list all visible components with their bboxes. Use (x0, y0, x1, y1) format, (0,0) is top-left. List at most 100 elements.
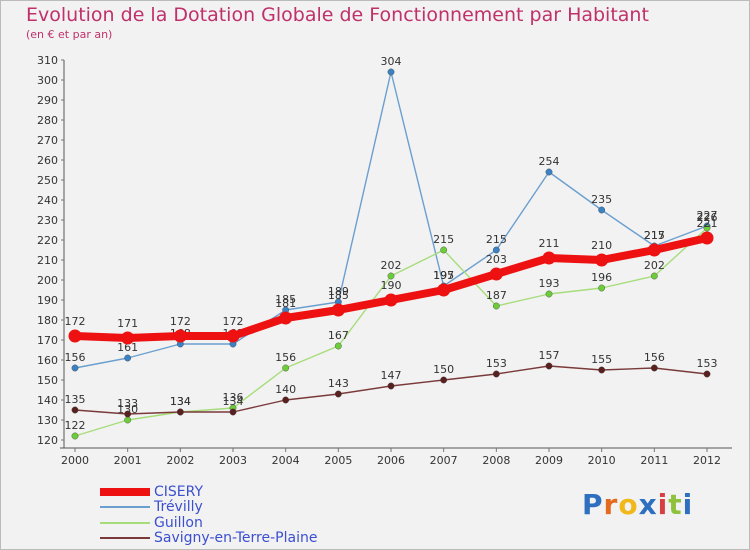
data-label-savigny-en-terre-plaine: 143 (328, 377, 349, 390)
x-tick-label: 2000 (61, 454, 89, 467)
data-point-savigny-en-terre-plaine (492, 370, 500, 378)
data-point-cisery (595, 253, 609, 267)
data-point-savigny-en-terre-plaine (387, 382, 395, 390)
data-point-tr-villy (598, 206, 606, 214)
y-tick-label: 290 (37, 94, 58, 107)
data-label-guillon: 226 (697, 211, 718, 224)
chart-title: Evolution de la Dotation Globale de Fonc… (26, 4, 649, 26)
data-label-savigny-en-terre-plaine: 140 (275, 383, 296, 396)
data-point-cisery (226, 329, 240, 343)
data-label-tr-villy: 304 (381, 55, 402, 68)
legend-label-guillon: Guillon (154, 515, 203, 531)
data-label-cisery: 190 (381, 279, 402, 292)
data-label-tr-villy: 189 (328, 285, 349, 298)
data-point-cisery (68, 329, 82, 343)
y-tick-label: 220 (37, 234, 58, 247)
legend-item-savigny: Savigny-en-Terre-Plaine (100, 530, 317, 546)
legend-label-trevilly: Trévilly (154, 499, 203, 515)
y-tick-label: 230 (37, 214, 58, 227)
chart-subtitle: (en € et par an) (26, 28, 113, 41)
y-tick-label: 120 (37, 434, 58, 447)
data-label-guillon: 130 (117, 403, 138, 416)
data-point-guillon (492, 302, 500, 310)
y-tick-label: 280 (37, 114, 58, 127)
data-label-guillon: 136 (223, 391, 244, 404)
data-label-savigny-en-terre-plaine: 134 (170, 395, 191, 408)
data-label-tr-villy: 215 (486, 233, 507, 246)
data-label-cisery: 210 (591, 239, 612, 252)
data-point-guillon (545, 290, 553, 298)
data-label-guillon: 122 (65, 419, 86, 432)
data-label-cisery: 172 (65, 315, 86, 328)
data-label-guillon: 202 (644, 259, 665, 272)
data-point-savigny-en-terre-plaine (124, 410, 132, 418)
data-label-cisery: 172 (170, 315, 191, 328)
data-point-savigny-en-terre-plaine (545, 362, 553, 370)
y-tick-label: 140 (37, 394, 58, 407)
x-tick-label: 2010 (588, 454, 616, 467)
y-tick-label: 240 (37, 194, 58, 207)
data-point-savigny-en-terre-plaine (176, 408, 184, 416)
data-point-tr-villy (545, 168, 553, 176)
data-point-cisery (384, 293, 398, 307)
legend-item-cisery: CISERY (100, 484, 203, 500)
data-point-guillon (282, 364, 290, 372)
data-label-cisery: 211 (539, 237, 560, 250)
data-label-tr-villy: 161 (117, 341, 138, 354)
x-tick-label: 2003 (219, 454, 247, 467)
y-tick-label: 210 (37, 254, 58, 267)
data-label-guillon: 202 (381, 259, 402, 272)
data-label-tr-villy: 217 (644, 229, 665, 242)
legend-swatch-cisery (100, 488, 150, 496)
data-point-savigny-en-terre-plaine (71, 406, 79, 414)
data-point-guillon (440, 246, 448, 254)
data-point-cisery (700, 231, 714, 245)
legend-item-trevilly: Trévilly (100, 499, 203, 515)
data-point-guillon (124, 416, 132, 424)
data-point-guillon (650, 272, 658, 280)
data-label-cisery: 172 (223, 315, 244, 328)
logo-letter: i (682, 488, 694, 521)
data-point-guillon (71, 432, 79, 440)
data-point-cisery (121, 331, 135, 345)
logo-letter: i (657, 488, 669, 521)
data-label-savigny-en-terre-plaine: 147 (381, 369, 402, 382)
logo-letter: o (618, 488, 639, 521)
legend-item-guillon: Guillon (100, 515, 203, 531)
y-tick-label: 190 (37, 294, 58, 307)
data-point-savigny-en-terre-plaine (650, 364, 658, 372)
x-tick-label: 2004 (272, 454, 300, 467)
data-point-savigny-en-terre-plaine (440, 376, 448, 384)
data-point-cisery (173, 329, 187, 343)
data-label-cisery: 171 (117, 317, 138, 330)
legend-swatch-savigny (100, 537, 150, 539)
data-point-tr-villy (492, 246, 500, 254)
data-point-savigny-en-terre-plaine (282, 396, 290, 404)
y-tick-label: 130 (37, 414, 58, 427)
x-tick-label: 2009 (535, 454, 563, 467)
data-label-cisery: 221 (697, 217, 718, 230)
data-point-tr-villy (124, 354, 132, 362)
data-label-savigny-en-terre-plaine: 135 (65, 393, 86, 406)
data-point-guillon (334, 342, 342, 350)
data-label-cisery: 215 (644, 229, 665, 242)
data-label-savigny-en-terre-plaine: 153 (697, 357, 718, 370)
data-point-cisery (331, 303, 345, 317)
data-point-cisery (489, 267, 503, 281)
data-label-cisery: 195 (433, 269, 454, 282)
data-label-guillon: 167 (328, 329, 349, 342)
logo-letter: r (603, 488, 619, 521)
data-point-tr-villy (387, 68, 395, 76)
data-label-guillon: 215 (433, 233, 454, 246)
data-label-tr-villy: 197 (433, 269, 454, 282)
data-label-savigny-en-terre-plaine: 134 (223, 395, 244, 408)
data-label-guillon: 156 (275, 351, 296, 364)
data-label-savigny-en-terre-plaine: 133 (117, 397, 138, 410)
y-tick-label: 270 (37, 134, 58, 147)
data-point-guillon (598, 284, 606, 292)
y-tick-label: 250 (37, 174, 58, 187)
legend-label-savigny: Savigny-en-Terre-Plaine (154, 530, 318, 546)
data-point-guillon (387, 272, 395, 280)
